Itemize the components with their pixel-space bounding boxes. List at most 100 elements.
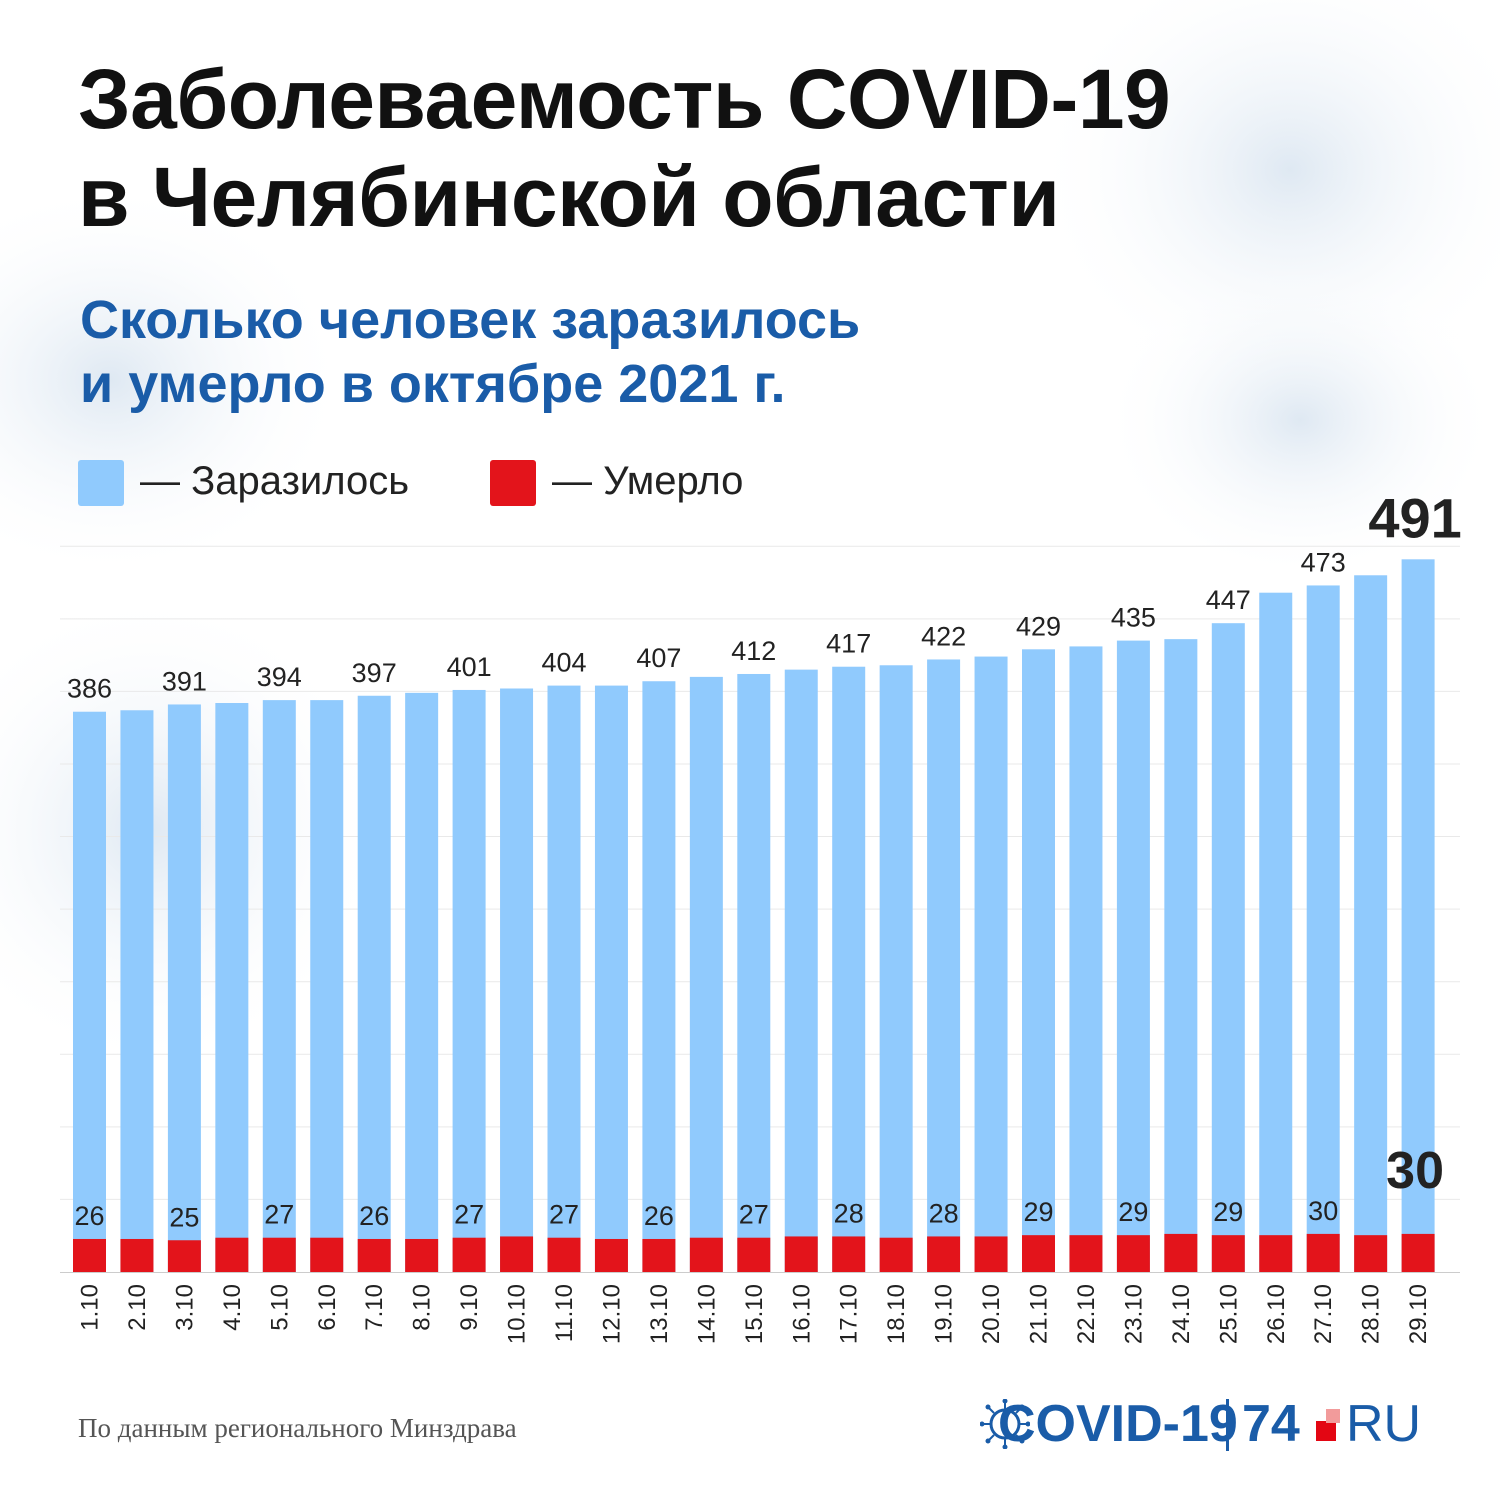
bar-infected xyxy=(1069,646,1103,1272)
legend-label-deaths: — Умерло xyxy=(552,459,744,503)
x-tick-label: 3.10 xyxy=(171,1284,198,1331)
x-tick-label: 21.10 xyxy=(1026,1284,1053,1344)
x-tick-label: 17.10 xyxy=(836,1284,863,1344)
label-infected: 401 xyxy=(447,652,492,682)
bar-infected xyxy=(832,666,866,1272)
bar-deaths xyxy=(215,1237,249,1272)
brand-square-pink xyxy=(1326,1409,1340,1423)
label-infected: 386 xyxy=(67,674,112,704)
label-deaths: 27 xyxy=(454,1200,484,1230)
bar-infected xyxy=(215,703,249,1272)
bar-infected xyxy=(1354,575,1388,1272)
page-subtitle: Сколько человек заразилось и умерло в ок… xyxy=(80,288,860,416)
bar-deaths xyxy=(1354,1235,1388,1272)
x-tick-label: 12.10 xyxy=(598,1284,625,1344)
bar-infected xyxy=(1164,639,1198,1272)
title-line-1: Заболеваемость COVID-19 xyxy=(78,52,1171,146)
bar-deaths xyxy=(1211,1235,1245,1272)
bar-infected xyxy=(1022,649,1055,1272)
x-tick-label: 1.10 xyxy=(77,1284,104,1331)
x-tick-label: 9.10 xyxy=(456,1284,483,1331)
bar-deaths xyxy=(974,1236,1008,1272)
bar-deaths xyxy=(500,1236,534,1272)
label-deaths: 28 xyxy=(929,1198,959,1228)
bar-infected xyxy=(689,676,723,1272)
x-tick-label: 19.10 xyxy=(931,1284,958,1344)
bar-deaths xyxy=(73,1238,106,1272)
bar-deaths xyxy=(642,1238,676,1272)
bar-deaths xyxy=(405,1238,439,1272)
bar-infected xyxy=(1116,640,1150,1272)
x-tick-label: 8.10 xyxy=(409,1284,436,1331)
bar-infected xyxy=(1401,559,1435,1272)
bar-infected xyxy=(547,685,581,1272)
virus-icon xyxy=(980,1399,1030,1449)
bar-infected xyxy=(73,711,106,1272)
x-tick-label: 24.10 xyxy=(1168,1284,1195,1344)
x-tick-label: 7.10 xyxy=(361,1284,388,1331)
label-deaths: 29 xyxy=(1213,1197,1243,1227)
x-tick-label: 10.10 xyxy=(504,1284,531,1344)
title-line-2: в Челябинской области xyxy=(78,150,1060,244)
label-deaths: 29 xyxy=(1118,1197,1148,1227)
bar-deaths xyxy=(594,1238,628,1272)
label-infected: 447 xyxy=(1206,585,1251,615)
x-tick-label: 25.10 xyxy=(1215,1284,1242,1344)
label-infected: 397 xyxy=(352,658,397,688)
label-deaths: 29 xyxy=(1023,1197,1053,1227)
label-deaths: 25 xyxy=(169,1202,199,1232)
label-infected: 473 xyxy=(1301,547,1346,577)
bar-infected xyxy=(879,665,913,1272)
bar-deaths xyxy=(832,1236,866,1272)
bar-deaths xyxy=(1022,1235,1055,1272)
bar-deaths xyxy=(689,1237,723,1272)
bar-deaths xyxy=(1306,1233,1340,1272)
source-note: По данным регионального Минздрава xyxy=(78,1413,517,1443)
bar-infected xyxy=(927,659,961,1272)
label-deaths: 30 xyxy=(1386,1142,1444,1200)
bar-deaths xyxy=(310,1237,344,1272)
label-infected: 422 xyxy=(921,621,966,651)
brand-number: 74 xyxy=(1242,1395,1300,1453)
label-deaths: 26 xyxy=(359,1201,389,1231)
bar-deaths xyxy=(167,1240,201,1272)
x-tick-label: 23.10 xyxy=(1120,1284,1147,1344)
x-tick-label: 5.10 xyxy=(266,1284,293,1331)
x-tick-label: 4.10 xyxy=(219,1284,246,1331)
bar-infected xyxy=(642,681,676,1272)
label-infected: 391 xyxy=(162,666,207,696)
label-infected: 417 xyxy=(826,629,871,659)
x-tick-label: 14.10 xyxy=(693,1284,720,1344)
x-tick-label: 16.10 xyxy=(788,1284,815,1344)
label-infected: 429 xyxy=(1016,611,1061,641)
label-infected: 435 xyxy=(1111,603,1156,633)
bar-infected xyxy=(500,688,534,1272)
bar-deaths xyxy=(452,1237,486,1272)
bar-deaths xyxy=(1259,1235,1293,1272)
bar-infected xyxy=(1211,623,1245,1272)
bar-deaths xyxy=(1164,1233,1198,1272)
brand-suffix: RU xyxy=(1346,1395,1422,1453)
bar-deaths xyxy=(737,1237,771,1272)
bar-infected xyxy=(120,710,154,1272)
bar-infected xyxy=(405,692,439,1272)
bar-deaths xyxy=(120,1238,154,1272)
x-tick-label: 2.10 xyxy=(124,1284,151,1331)
label-infected: 491 xyxy=(1368,486,1461,549)
legend-label-infected: — Заразилось xyxy=(140,459,410,503)
subtitle-line-2: и умерло в октябре 2021 г. xyxy=(80,354,786,414)
x-tick-label: 6.10 xyxy=(314,1284,341,1331)
x-tick-label: 22.10 xyxy=(1073,1284,1100,1344)
label-deaths: 27 xyxy=(264,1200,294,1230)
bar-infected xyxy=(594,685,628,1272)
label-infected: 394 xyxy=(257,662,302,692)
x-tick-label: 27.10 xyxy=(1310,1284,1337,1344)
bar-deaths xyxy=(357,1238,391,1272)
label-deaths: 28 xyxy=(834,1198,864,1228)
legend-swatch-infected xyxy=(78,460,124,506)
bar-infected xyxy=(1259,592,1293,1272)
bar-infected xyxy=(784,669,818,1272)
bar-infected xyxy=(167,704,201,1272)
bar-deaths xyxy=(1401,1233,1435,1272)
